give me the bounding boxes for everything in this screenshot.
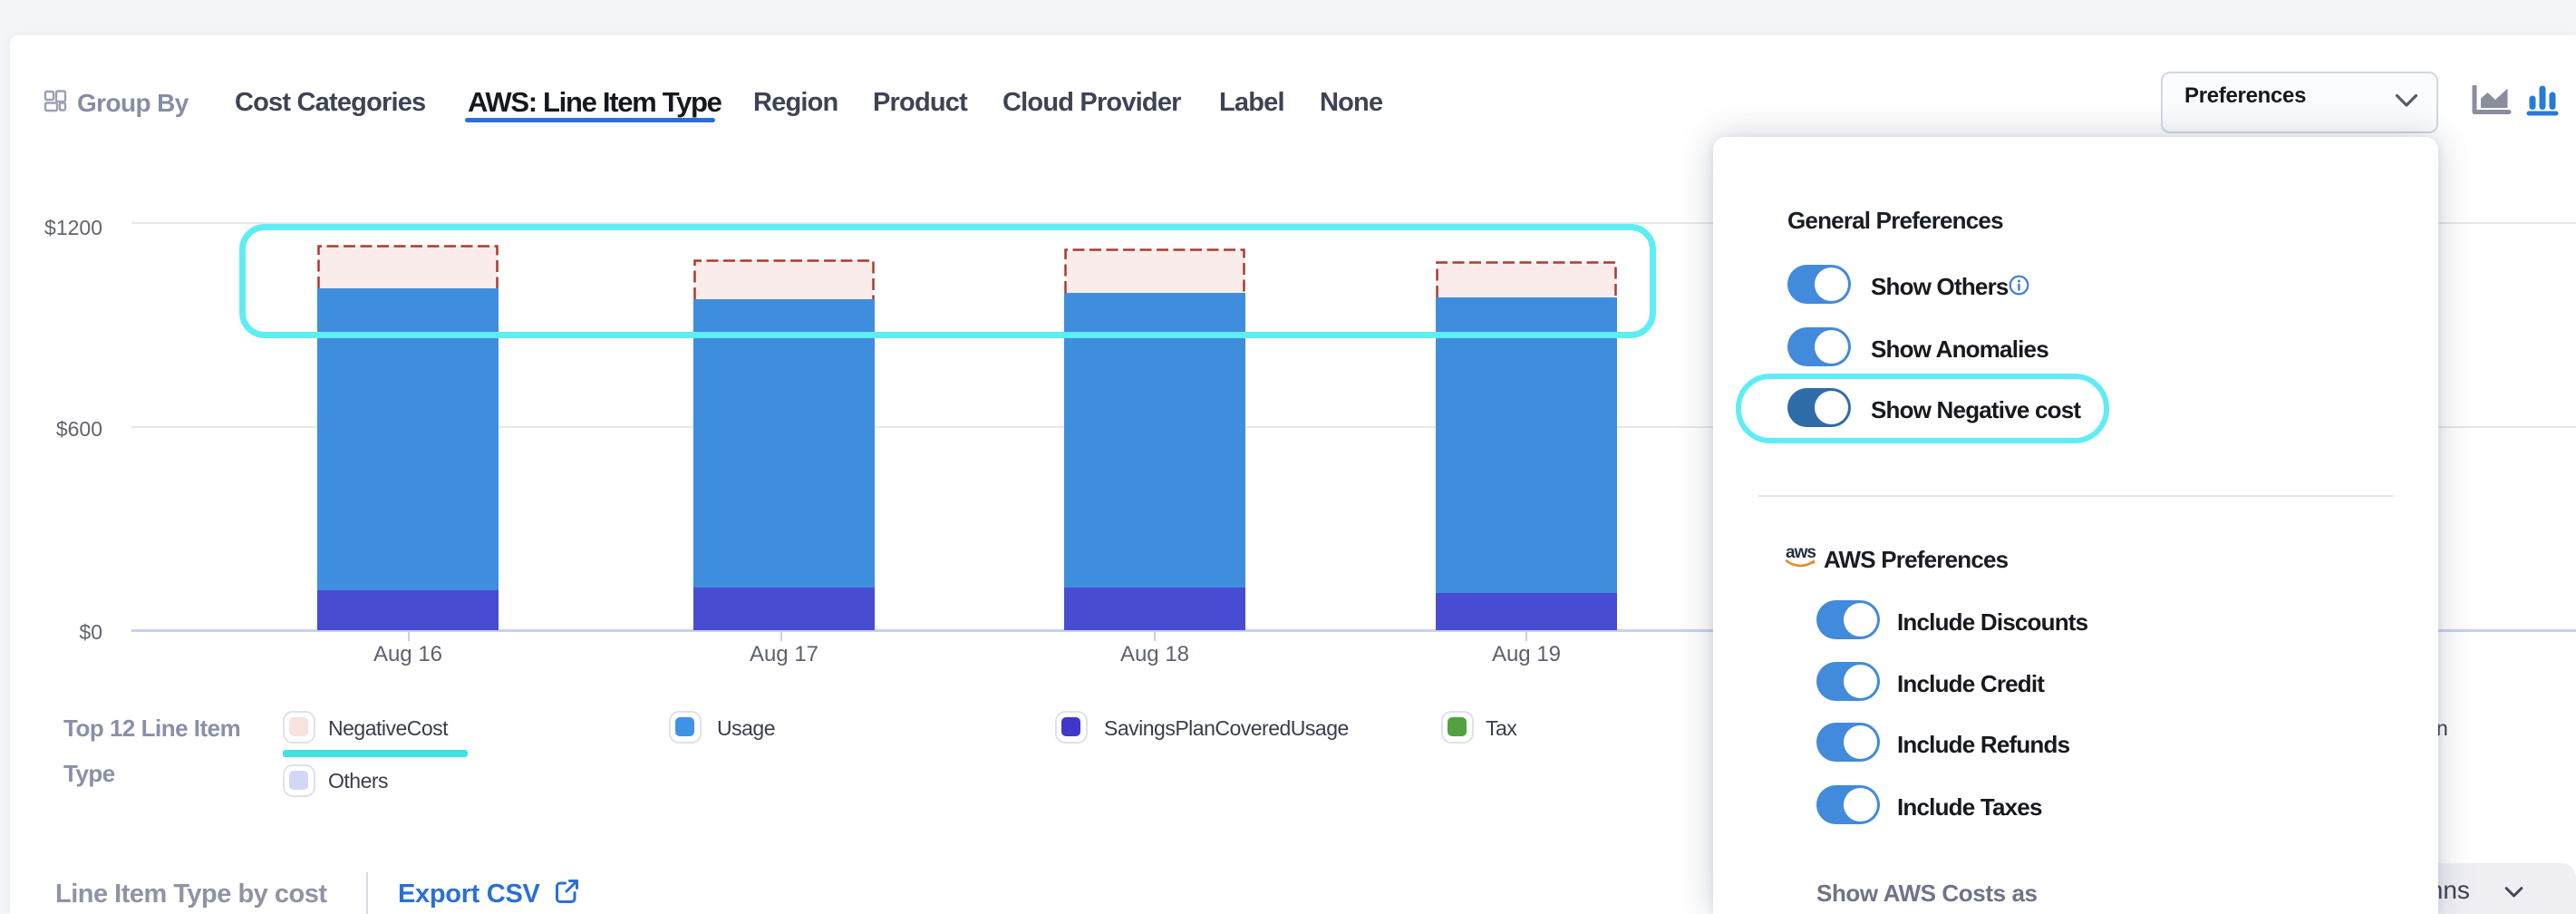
svg-text:aws: aws [1786, 543, 1816, 562]
